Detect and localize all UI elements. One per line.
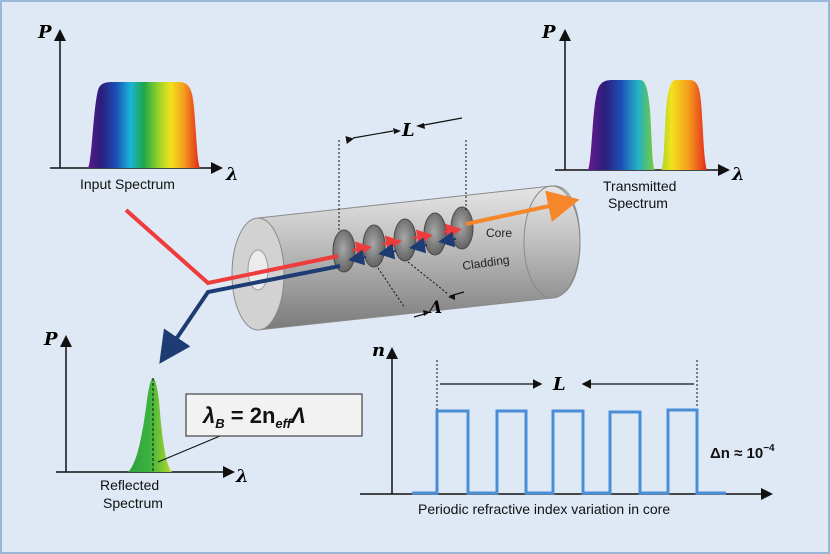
- index-delta-label: Δn ≈ 10−4: [710, 443, 775, 462]
- grating-plane: [423, 212, 447, 256]
- equation-pointer: [157, 435, 221, 463]
- index-delta-base: Δn ≈ 10: [710, 445, 763, 462]
- index-profile-plot: n L Δn ≈ 10−4 Periodic refractive index …: [360, 340, 775, 517]
- bragg-lambda-subscript: B: [215, 416, 224, 431]
- grating-length-dimension: L: [338, 117, 467, 232]
- index-y-axis-label: n: [372, 340, 385, 361]
- bragg-equals: = 2n: [225, 403, 276, 428]
- transmitted-x-axis-label: λ: [731, 164, 745, 185]
- grating-plane: [362, 224, 386, 268]
- input-y-axis-label: P: [37, 22, 52, 43]
- input-spectrum-caption: Input Spectrum: [80, 176, 175, 192]
- reflected-y-axis-label: P: [43, 329, 58, 350]
- reflected-light-arrow: [159, 264, 341, 364]
- transmitted-y-axis-label: P: [541, 22, 556, 43]
- index-delta-exponent: −4: [763, 443, 775, 454]
- transmitted-light-arrow: [465, 190, 580, 226]
- index-profile-caption: Periodic refractive index variation in c…: [418, 501, 670, 517]
- grating-plane: [393, 218, 417, 262]
- grating-length-label: L: [401, 120, 415, 141]
- reflected-caption-line2: Spectrum: [103, 495, 163, 511]
- index-length-label: L: [552, 374, 566, 395]
- reflected-spectrum-plot: P λ Reflected Spectrum: [43, 329, 249, 511]
- bragg-equation-box: λB = 2neffΛ: [185, 393, 363, 437]
- transmitted-spectrum-plot: P λ Transmitted Spectrum: [541, 22, 745, 211]
- transmitted-spectrum-shape: [588, 80, 707, 170]
- transmitted-caption-line1: Transmitted: [603, 178, 676, 194]
- reflected-x-axis-label: λ: [235, 466, 249, 487]
- grating-reflection-arrows: [348, 223, 462, 266]
- input-x-axis-label: λ: [225, 164, 239, 185]
- reflected-caption-line1: Reflected: [100, 477, 159, 493]
- fiber-end-cap: [523, 185, 581, 299]
- grating-period-dimension: Λ: [377, 261, 465, 318]
- core-label: Core: [486, 226, 512, 240]
- transmitted-caption-line2: Spectrum: [608, 195, 668, 211]
- input-spectrum-shape: [88, 82, 200, 168]
- bragg-neff-subscript: eff: [275, 416, 292, 431]
- grating-plane: [450, 206, 474, 250]
- reflected-peak-shape: [128, 378, 172, 472]
- input-light-arrow: [124, 208, 339, 286]
- input-spectrum-plot: P λ Input Spectrum: [37, 22, 239, 192]
- grating-period-label: Λ: [427, 298, 442, 318]
- bragg-period: Λ: [290, 403, 306, 428]
- index-square-wave: [412, 408, 726, 495]
- bragg-equation: λB = 2neffΛ: [202, 403, 306, 431]
- cladding-label: Cladding: [461, 253, 510, 273]
- bragg-lambda: λ: [202, 403, 215, 428]
